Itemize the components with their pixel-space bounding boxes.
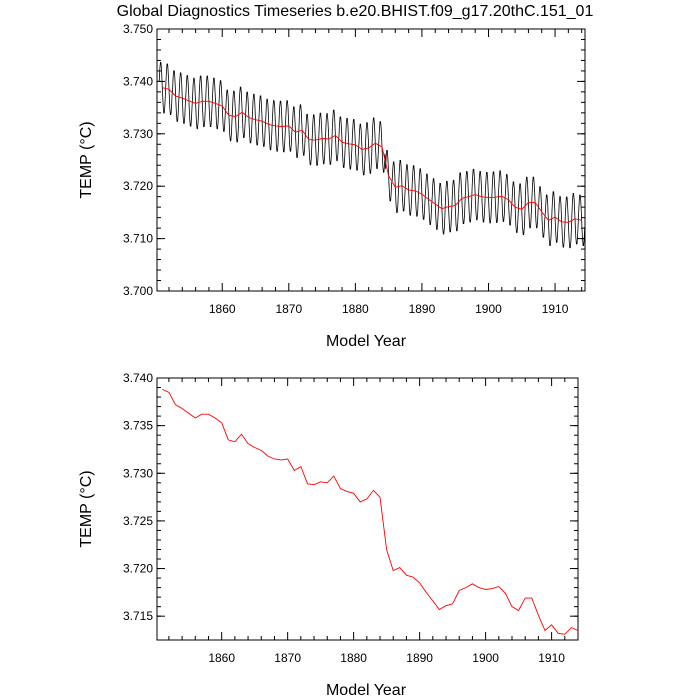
top-y-axis-label: TEMP (°C)	[78, 121, 95, 198]
bottom-xtick-label: 1890	[406, 651, 433, 665]
bottom-panel: 1860 1870 1880 1890 1900 1910 3.715 3.720 3.725 3…	[78, 371, 579, 699]
top-xtick-label: 1860	[209, 302, 236, 316]
bottom-ytick-label: 3.725	[123, 514, 153, 528]
bottom-ticks: 1860 1870 1880 1890 1900 1910 3.715 3.720 3.725 3…	[123, 371, 579, 665]
bottom-ytick-label: 3.730	[123, 466, 153, 480]
bottom-y-axis-label: TEMP (°C)	[78, 470, 95, 547]
top-xtick-label: 1900	[475, 302, 502, 316]
top-plot-frame	[156, 28, 586, 292]
top-ytick-label: 3.730	[123, 127, 153, 141]
bottom-xtick-label: 1870	[274, 651, 301, 665]
top-xtick-label: 1880	[342, 302, 369, 316]
top-panel: 1860 1870 1880 1890 1900 1910 3.700 3.710 3.720 3…	[78, 22, 586, 350]
bottom-ytick-label: 3.720	[123, 562, 153, 576]
top-monthly-series-line	[158, 62, 586, 249]
top-ticks: 1860 1870 1880 1890 1900 1910 3.700 3.710 3.720 3…	[123, 22, 585, 316]
top-x-axis-label: Model Year	[326, 333, 407, 350]
top-xtick-label: 1890	[409, 302, 436, 316]
figure-title: Global Diagnostics Timeseries b.e20.BHIS…	[117, 3, 594, 20]
top-xtick-label: 1870	[275, 302, 302, 316]
top-series	[158, 62, 586, 249]
top-ytick-label: 3.740	[123, 74, 153, 88]
bottom-xtick-label: 1860	[208, 651, 235, 665]
bottom-ytick-label: 3.715	[123, 609, 153, 623]
bottom-ytick-label: 3.735	[123, 419, 153, 433]
top-ytick-label: 3.710	[123, 232, 153, 246]
top-ytick-label: 3.720	[123, 179, 153, 193]
bottom-xtick-label: 1910	[538, 651, 565, 665]
top-ytick-label: 3.700	[123, 284, 153, 298]
bottom-plot-frame	[156, 377, 579, 641]
bottom-x-axis-label: Model Year	[326, 682, 407, 699]
bottom-xtick-label: 1880	[340, 651, 367, 665]
bottom-xtick-label: 1900	[472, 651, 499, 665]
bottom-series	[162, 388, 579, 635]
bottom-annual-mean-series-line	[162, 388, 579, 635]
top-ytick-label: 3.750	[123, 22, 153, 36]
top-annual-mean-series-line	[162, 87, 582, 223]
top-xtick-label: 1910	[542, 302, 569, 316]
bottom-ytick-label: 3.740	[123, 371, 153, 385]
